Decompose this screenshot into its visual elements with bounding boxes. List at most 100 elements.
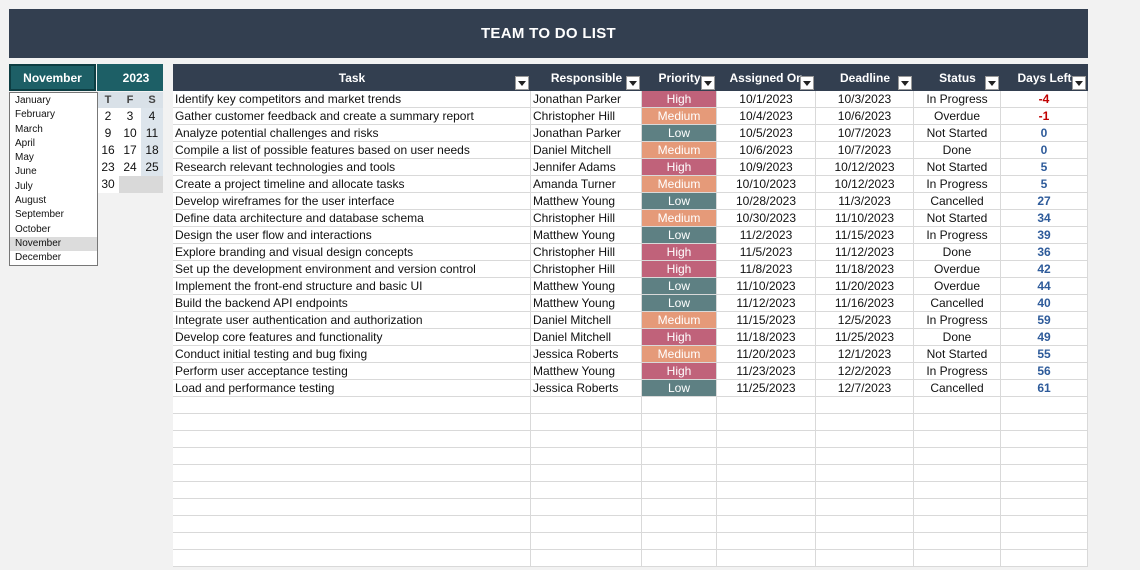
cell-task[interactable]: Define data architecture and database sc… <box>173 210 531 226</box>
cell-days-left[interactable]: 5 <box>1001 159 1088 175</box>
cell-responsible[interactable]: Christopher Hill <box>531 244 642 260</box>
cell-task[interactable] <box>173 516 531 532</box>
cell-task[interactable]: Design the user flow and interactions <box>173 227 531 243</box>
calendar-day[interactable]: 9 <box>97 125 119 142</box>
cell-priority[interactable]: Low <box>642 193 717 209</box>
cell-days-left[interactable]: 59 <box>1001 312 1088 328</box>
cell-responsible[interactable] <box>531 414 642 430</box>
month-option-march[interactable]: March <box>15 123 43 135</box>
cell-days-left[interactable]: -1 <box>1001 108 1088 124</box>
month-option-february[interactable]: February <box>15 109 56 121</box>
cell-days-left[interactable] <box>1001 465 1088 481</box>
cell-task[interactable]: Implement the front-end structure and ba… <box>173 278 531 294</box>
cell-assigned-on[interactable]: 10/6/2023 <box>717 142 816 158</box>
calendar-day[interactable]: 16 <box>97 142 119 159</box>
cell-priority[interactable]: Low <box>642 125 717 141</box>
cell-status[interactable]: Not Started <box>914 159 1001 175</box>
cell-assigned-on[interactable] <box>717 516 816 532</box>
cell-deadline[interactable]: 11/10/2023 <box>816 210 914 226</box>
cell-assigned-on[interactable]: 11/2/2023 <box>717 227 816 243</box>
cell-status[interactable]: Not Started <box>914 210 1001 226</box>
cell-task[interactable] <box>173 499 531 515</box>
cell-priority[interactable] <box>642 397 717 413</box>
cell-responsible[interactable] <box>531 533 642 549</box>
calendar-day[interactable]: 30 <box>97 176 119 193</box>
cell-task[interactable]: Gather customer feedback and create a su… <box>173 108 531 124</box>
cell-assigned-on[interactable]: 11/15/2023 <box>717 312 816 328</box>
filter-button[interactable] <box>985 76 999 90</box>
month-dropdown-list[interactable]: January February March April May June July Augu… <box>9 92 98 266</box>
cell-priority[interactable] <box>642 482 717 498</box>
cell-priority[interactable]: High <box>642 159 717 175</box>
cell-status[interactable]: Overdue <box>914 108 1001 124</box>
cell-responsible[interactable]: Matthew Young <box>531 363 642 379</box>
cell-assigned-on[interactable]: 10/1/2023 <box>717 91 816 107</box>
cell-responsible[interactable]: Jessica Roberts <box>531 380 642 396</box>
cell-task[interactable]: Create a project timeline and allocate t… <box>173 176 531 192</box>
cell-task[interactable] <box>173 397 531 413</box>
cell-deadline[interactable]: 10/12/2023 <box>816 176 914 192</box>
cell-responsible[interactable] <box>531 499 642 515</box>
cell-assigned-on[interactable]: 10/5/2023 <box>717 125 816 141</box>
cell-status[interactable]: In Progress <box>914 91 1001 107</box>
cell-days-left[interactable] <box>1001 516 1088 532</box>
cell-task[interactable]: Research relevant technologies and tools <box>173 159 531 175</box>
cell-priority[interactable]: High <box>642 261 717 277</box>
cell-deadline[interactable]: 11/18/2023 <box>816 261 914 277</box>
filter-button[interactable] <box>626 76 640 90</box>
cell-deadline[interactable] <box>816 414 914 430</box>
cell-deadline[interactable]: 10/12/2023 <box>816 159 914 175</box>
cell-status[interactable]: Done <box>914 329 1001 345</box>
cell-assigned-on[interactable] <box>717 448 816 464</box>
cell-status[interactable] <box>914 482 1001 498</box>
cell-responsible[interactable]: Christopher Hill <box>531 261 642 277</box>
cell-status[interactable] <box>914 533 1001 549</box>
cell-status[interactable]: In Progress <box>914 363 1001 379</box>
cell-days-left[interactable]: 0 <box>1001 125 1088 141</box>
cell-priority[interactable]: Low <box>642 380 717 396</box>
cell-deadline[interactable] <box>816 550 914 566</box>
cell-deadline[interactable]: 10/3/2023 <box>816 91 914 107</box>
month-option-august[interactable]: August <box>15 195 47 207</box>
cell-responsible[interactable]: Jonathan Parker <box>531 91 642 107</box>
cell-assigned-on[interactable]: 11/23/2023 <box>717 363 816 379</box>
cell-assigned-on[interactable]: 10/9/2023 <box>717 159 816 175</box>
cell-task[interactable]: Set up the development environment and v… <box>173 261 531 277</box>
cell-deadline[interactable] <box>816 516 914 532</box>
cell-assigned-on[interactable] <box>717 550 816 566</box>
cell-priority[interactable]: Low <box>642 295 717 311</box>
cell-assigned-on[interactable] <box>717 431 816 447</box>
cell-days-left[interactable] <box>1001 397 1088 413</box>
cell-deadline[interactable]: 12/7/2023 <box>816 380 914 396</box>
cell-status[interactable]: Cancelled <box>914 380 1001 396</box>
cell-responsible[interactable]: Matthew Young <box>531 278 642 294</box>
calendar-day[interactable]: 3 <box>119 108 141 125</box>
cell-responsible[interactable] <box>531 516 642 532</box>
cell-priority[interactable]: Medium <box>642 346 717 362</box>
cell-responsible[interactable]: Daniel Mitchell <box>531 312 642 328</box>
calendar-day[interactable]: 4 <box>141 108 163 125</box>
cell-responsible[interactable]: Matthew Young <box>531 227 642 243</box>
cell-deadline[interactable] <box>816 397 914 413</box>
cell-days-left[interactable]: 27 <box>1001 193 1088 209</box>
month-option-june[interactable]: June <box>15 166 37 178</box>
cell-task[interactable]: Explore branding and visual design conce… <box>173 244 531 260</box>
calendar-day[interactable]: 10 <box>119 125 141 142</box>
cell-priority[interactable]: Medium <box>642 210 717 226</box>
cell-deadline[interactable] <box>816 499 914 515</box>
cell-days-left[interactable]: 39 <box>1001 227 1088 243</box>
cell-days-left[interactable]: 55 <box>1001 346 1088 362</box>
filter-button[interactable] <box>515 76 529 90</box>
cell-deadline[interactable]: 11/15/2023 <box>816 227 914 243</box>
cell-assigned-on[interactable]: 11/18/2023 <box>717 329 816 345</box>
cell-responsible[interactable]: Christopher Hill <box>531 210 642 226</box>
cell-priority[interactable]: High <box>642 244 717 260</box>
cell-status[interactable]: In Progress <box>914 176 1001 192</box>
cell-task[interactable]: Compile a list of possible features base… <box>173 142 531 158</box>
month-option-january[interactable]: January <box>15 95 51 106</box>
cell-status[interactable]: Done <box>914 142 1001 158</box>
cell-deadline[interactable] <box>816 482 914 498</box>
cell-assigned-on[interactable]: 11/12/2023 <box>717 295 816 311</box>
cell-responsible[interactable]: Jessica Roberts <box>531 346 642 362</box>
cell-deadline[interactable]: 11/25/2023 <box>816 329 914 345</box>
